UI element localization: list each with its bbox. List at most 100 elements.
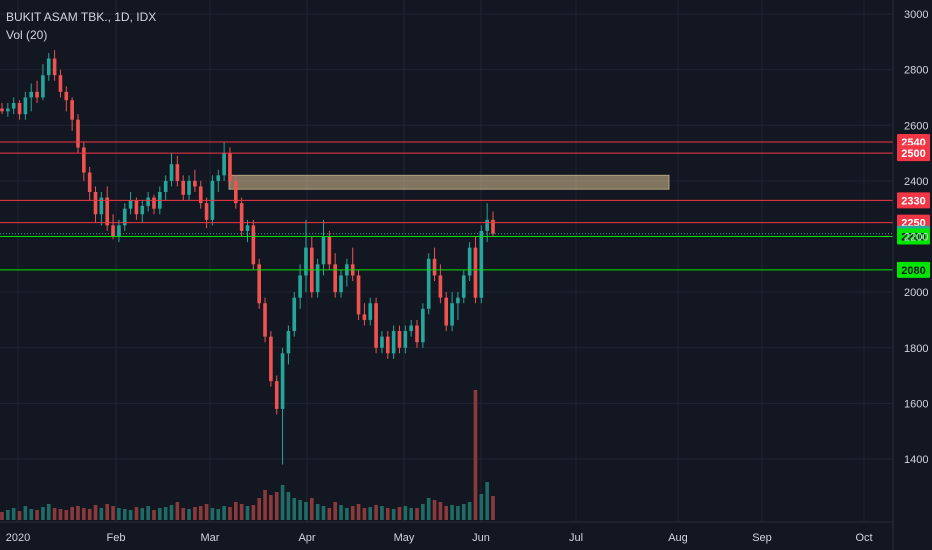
volume-bar <box>158 508 162 520</box>
candle-body <box>0 108 4 112</box>
volume-bar <box>456 506 460 520</box>
candle-body <box>245 225 250 231</box>
candle-body <box>29 91 34 98</box>
candle-body <box>175 164 180 181</box>
time-tick-label: Oct <box>855 532 872 544</box>
price-level-label: 2330 <box>901 195 925 207</box>
candle-body <box>181 180 186 195</box>
price-tick-label: 1800 <box>904 343 928 355</box>
candle-body <box>385 336 390 354</box>
time-axis[interactable]: 2020 Feb Mar Apr May Jun Jul Aug Sep Oct <box>0 521 893 544</box>
price-levels: 2540250023302250221022002080 <box>0 133 930 278</box>
volume-bar <box>117 508 121 520</box>
candle-body <box>280 353 285 409</box>
candle-body <box>82 147 86 173</box>
volume-indicator-label[interactable]: Vol (20) <box>6 28 48 42</box>
candle-body <box>146 197 150 206</box>
candle-body <box>251 225 256 265</box>
volume-bar <box>41 507 45 520</box>
volume-bar <box>93 505 98 520</box>
price-axis[interactable]: 1400 1600 1800 2000 2200 2400 2600 2800 3000 <box>892 0 928 550</box>
candle-body <box>233 180 238 204</box>
time-tick-label: Feb <box>107 532 126 544</box>
price-tick-label: 2000 <box>904 287 928 299</box>
volume-bar <box>333 502 337 520</box>
candle-body <box>35 91 39 98</box>
time-tick-label: Jul <box>569 532 583 544</box>
volume-bar <box>58 509 63 520</box>
volume-bar <box>298 500 302 520</box>
candle-body <box>321 236 326 265</box>
candle-body <box>479 230 484 298</box>
candle-body <box>6 108 10 112</box>
candle-body <box>368 303 373 320</box>
resistance-zone <box>228 174 670 190</box>
time-tick-label: May <box>394 532 415 544</box>
volume-bar <box>269 495 273 520</box>
time-tick-label: Apr <box>298 532 315 544</box>
volume-bar <box>35 510 39 520</box>
candle-body <box>286 331 291 354</box>
volume-bar <box>175 502 180 520</box>
volume-bar <box>216 509 221 520</box>
candle-body <box>41 75 45 98</box>
candle-body <box>76 119 80 148</box>
volume-bar <box>169 505 174 520</box>
volume-bar <box>181 508 186 520</box>
volume-bar <box>309 498 314 520</box>
volume-bar <box>52 508 57 520</box>
time-tick-label: 2020 <box>6 532 30 544</box>
candle-body <box>339 275 343 293</box>
volume-bar <box>245 506 250 520</box>
symbol-title[interactable]: BUKIT ASAM TBK., 1D, IDX <box>6 10 157 24</box>
candle-body <box>461 275 466 298</box>
volume-bar <box>350 506 355 520</box>
candle-body <box>415 325 419 343</box>
candle-body <box>263 303 267 337</box>
candle-body <box>491 219 495 234</box>
price-tick-label: 1600 <box>904 398 928 410</box>
volume-bar <box>491 496 495 520</box>
volume-bar <box>122 509 127 520</box>
chart-legend: BUKIT ASAM TBK., 1D, IDX Vol (20) <box>6 8 156 44</box>
candle-body <box>327 236 332 265</box>
candle-body <box>222 153 226 176</box>
candle-body <box>58 75 63 92</box>
volume-bar <box>64 510 69 520</box>
candle-body <box>269 336 273 382</box>
price-level-badge <box>897 261 930 278</box>
volume-bar <box>274 492 279 520</box>
time-tick-label: Aug <box>668 532 688 544</box>
candle-body <box>228 153 232 181</box>
price-tick-label: 1400 <box>904 454 928 466</box>
candle-body <box>52 58 57 76</box>
candle-body <box>438 275 443 298</box>
volume-bar <box>467 502 472 520</box>
price-level-badge <box>897 145 930 162</box>
volume-bar <box>380 506 384 520</box>
volume-bars <box>0 390 495 520</box>
volume-bar <box>321 506 326 520</box>
candle-body <box>17 103 22 115</box>
volume-bar <box>397 507 402 520</box>
price-tick-label: 2200 <box>904 232 928 244</box>
candle-body <box>374 303 378 348</box>
candle-body <box>421 308 425 343</box>
volume-bar <box>23 506 28 520</box>
volume-bar <box>426 498 431 520</box>
candle-body <box>380 336 384 348</box>
candle-body <box>87 172 92 192</box>
candle-body <box>169 164 174 181</box>
candle-body <box>105 197 110 226</box>
candle-body <box>216 175 221 181</box>
volume-bar <box>46 504 51 520</box>
volume-bar <box>368 507 373 520</box>
candle-body <box>117 225 121 237</box>
candle-body <box>64 91 69 101</box>
candle-body <box>70 100 74 120</box>
candle-body <box>391 331 396 354</box>
volume-bar <box>304 502 308 520</box>
